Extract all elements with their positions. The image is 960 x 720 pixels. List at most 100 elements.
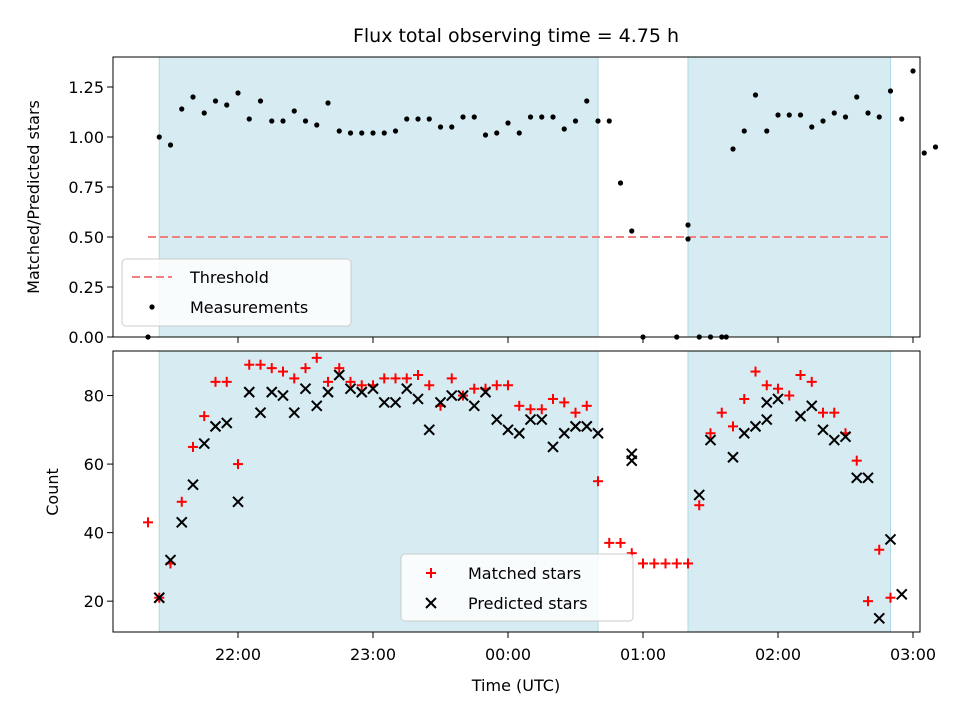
matched-star-point — [593, 476, 603, 487]
predicted-marker-b — [311, 400, 323, 412]
predicted-marker-b — [896, 588, 908, 601]
matched-star-point — [356, 380, 367, 391]
predicted-marker-b — [299, 382, 312, 395]
predicted-star-point — [794, 410, 807, 422]
predicted-star-point — [569, 420, 582, 433]
matched-star-point — [525, 404, 536, 415]
measurement-point — [381, 130, 387, 136]
predicted-star-point — [457, 389, 469, 402]
predicted-star-point — [513, 427, 525, 439]
top-panel: 0.00 0.25 0.50 0.75 1.00 1.25 Matched/Predict… — [24, 56, 939, 347]
y-tick-label: 0.50 — [68, 228, 104, 247]
matched-star-point — [244, 359, 255, 370]
matched-star-point — [221, 376, 232, 387]
predicted-marker-b — [266, 386, 278, 398]
matched-star-point — [426, 568, 436, 578]
x-tick-label: 23:00 — [350, 645, 396, 664]
y-tick-label: 20 — [84, 592, 104, 611]
predicted-marker-b — [839, 430, 852, 443]
predicted-star-point — [547, 441, 559, 453]
predicted-marker-b — [401, 382, 413, 395]
predicted-star-point — [817, 424, 829, 436]
predicted-marker-b — [176, 516, 188, 529]
measurement-point — [797, 112, 804, 118]
measurement-point — [415, 116, 421, 122]
top-y-ticks: 0.00 0.25 0.50 0.75 1.00 1.25 — [68, 78, 113, 347]
predicted-star-point — [423, 424, 435, 436]
measurement-point — [494, 130, 500, 136]
predicted-star-point — [243, 386, 255, 398]
matched-star-point — [581, 400, 592, 411]
matched-star-point — [683, 558, 693, 569]
measurement-point — [685, 236, 691, 242]
predicted-marker-b — [232, 496, 244, 508]
predicted-marker-b — [389, 396, 402, 409]
matched-star-point — [266, 363, 277, 374]
top-axes-frame — [112, 56, 921, 338]
predicted-star-point — [468, 400, 480, 412]
measurement-point — [617, 180, 624, 186]
predicted-marker-b — [468, 400, 480, 412]
predicted-star-point — [367, 382, 379, 395]
predicted-star-point — [749, 420, 762, 433]
predicted-star-point — [176, 516, 188, 529]
matched-star-point — [638, 558, 648, 569]
predicted-marker-b — [626, 448, 638, 460]
predicted-marker-b — [738, 427, 750, 439]
matched-star-point — [570, 407, 581, 418]
measurement-point — [876, 114, 882, 120]
predicted-star-point — [536, 413, 548, 426]
predicted-marker-b — [502, 424, 514, 436]
measurement-point — [325, 100, 331, 106]
matched-star-point — [536, 404, 547, 415]
predicted-star-point — [828, 434, 840, 446]
measurement-point — [246, 116, 252, 122]
predicted-star-point — [761, 413, 773, 426]
measurement-point — [820, 118, 826, 124]
predicted-marker-b — [851, 472, 863, 484]
predicted-marker-b — [322, 386, 334, 398]
matched-star-point — [311, 352, 322, 363]
matched-star-point — [514, 400, 525, 411]
matched-star-point — [255, 359, 266, 370]
x-tick-label: 02:00 — [755, 645, 801, 664]
matched-star-point — [795, 369, 806, 380]
matched-star-point — [548, 393, 558, 404]
predicted-star-point — [761, 396, 773, 409]
measurement-point — [584, 98, 590, 104]
matched-star-point — [323, 376, 333, 387]
measurement-point — [167, 142, 174, 148]
predicted-star-point — [873, 612, 885, 624]
predicted-star-point — [164, 554, 177, 566]
measurement-point — [460, 114, 466, 120]
matched-star-point — [413, 369, 423, 380]
predicted-star-point — [322, 386, 334, 398]
predicted-star-point — [401, 382, 413, 395]
y-tick-label: 0.25 — [68, 278, 104, 297]
x-axis-label: Time (UTC) — [471, 676, 560, 695]
predicted-star-point — [738, 427, 750, 439]
predicted-marker-b — [693, 489, 705, 501]
predicted-marker-b — [434, 396, 447, 409]
measurement-point — [156, 134, 162, 140]
predicted-star-point — [254, 406, 267, 419]
matched-star-point — [491, 380, 502, 391]
measurement-point — [786, 112, 792, 118]
measurement-point — [179, 106, 185, 112]
x-tick-label: 22:00 — [215, 645, 261, 664]
predicted-star-point — [311, 400, 323, 412]
measurement-point — [842, 114, 849, 120]
predicted-star-point — [153, 592, 165, 604]
measurement-point — [539, 114, 545, 120]
measurement-point — [224, 102, 230, 108]
predicted-star-point — [772, 393, 784, 405]
measurement-point — [302, 118, 309, 124]
predicted-marker-b — [873, 612, 885, 624]
top-x-ticks — [237, 337, 914, 343]
measurement-point — [190, 94, 196, 100]
matched-star-point — [345, 376, 356, 387]
measurement-point — [887, 88, 894, 94]
matched-star-point — [829, 407, 840, 418]
matched-star-point — [278, 366, 288, 377]
predicted-star-point — [389, 396, 402, 409]
